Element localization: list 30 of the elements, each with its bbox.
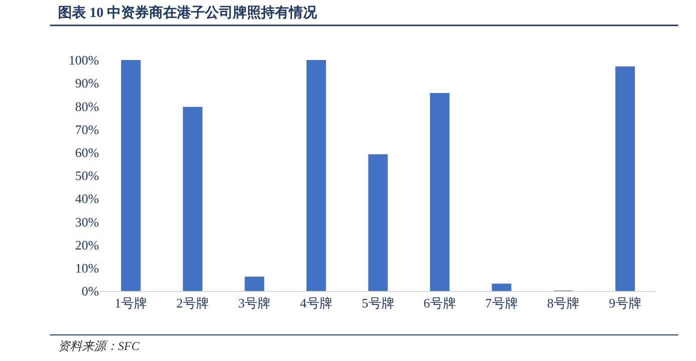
bar bbox=[430, 93, 450, 291]
chart-title: 图表 10 中资券商在港子公司牌照持有情况 bbox=[58, 4, 318, 21]
x-tick-label: 8号牌 bbox=[547, 296, 580, 311]
y-tick-label: 100% bbox=[68, 52, 100, 68]
x-tick-label: 9号牌 bbox=[608, 296, 642, 311]
y-tick-label: 30% bbox=[75, 214, 100, 230]
x-tick-label: 7号牌 bbox=[485, 296, 518, 311]
y-tick-label: 60% bbox=[75, 144, 100, 160]
bar bbox=[244, 276, 264, 291]
x-tick-label: 2号牌 bbox=[176, 296, 209, 311]
x-tick-label: 4号牌 bbox=[300, 296, 332, 311]
bar bbox=[121, 60, 141, 291]
bar bbox=[492, 284, 512, 291]
x-tick-label: 5号牌 bbox=[362, 296, 394, 311]
y-tick-label: 0% bbox=[82, 284, 100, 299]
text: 资料来源：SFC bbox=[58, 339, 140, 353]
y-tick-label: 20% bbox=[75, 237, 100, 252]
x-tick-label: 6号牌 bbox=[424, 296, 456, 311]
y-tick-label: 70% bbox=[75, 122, 100, 137]
y-tick-label: 80% bbox=[75, 98, 100, 114]
bar bbox=[615, 66, 635, 291]
bar bbox=[368, 154, 388, 291]
y-tick-label: 90% bbox=[75, 76, 100, 91]
x-tick-label: 3号牌 bbox=[238, 296, 271, 311]
bar bbox=[306, 60, 326, 291]
y-tick-label: 10% bbox=[75, 260, 100, 276]
x-tick-label: 1号牌 bbox=[114, 296, 148, 311]
y-tick-label: 50% bbox=[75, 168, 100, 184]
y-tick-label: 40% bbox=[75, 191, 100, 206]
bar bbox=[182, 106, 202, 291]
